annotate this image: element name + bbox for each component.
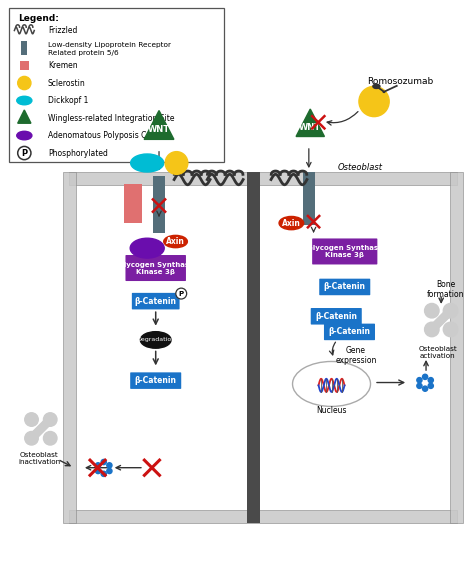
Circle shape — [18, 146, 31, 160]
Polygon shape — [431, 310, 451, 330]
Ellipse shape — [373, 84, 380, 88]
FancyBboxPatch shape — [69, 171, 457, 185]
Circle shape — [425, 322, 439, 337]
Text: Wingless-related Integration Site: Wingless-related Integration Site — [48, 113, 174, 123]
Circle shape — [107, 468, 112, 474]
FancyBboxPatch shape — [450, 171, 464, 523]
Circle shape — [25, 413, 38, 426]
Text: β-Catenin: β-Catenin — [315, 312, 357, 321]
Text: Romosozumab: Romosozumab — [367, 77, 433, 85]
Ellipse shape — [140, 332, 171, 348]
Text: Bone
formation: Bone formation — [427, 279, 465, 299]
Circle shape — [417, 383, 422, 389]
Circle shape — [176, 288, 187, 299]
FancyBboxPatch shape — [63, 171, 76, 523]
Text: Axin: Axin — [166, 237, 185, 246]
Text: Nucleus: Nucleus — [316, 407, 347, 415]
FancyBboxPatch shape — [247, 171, 260, 523]
Circle shape — [95, 468, 100, 474]
FancyBboxPatch shape — [130, 372, 181, 389]
Text: Axin: Axin — [282, 218, 301, 228]
Circle shape — [443, 322, 458, 337]
FancyBboxPatch shape — [312, 238, 377, 264]
Circle shape — [107, 462, 112, 468]
FancyBboxPatch shape — [9, 8, 224, 162]
Circle shape — [44, 432, 57, 445]
Polygon shape — [296, 109, 324, 137]
FancyBboxPatch shape — [21, 41, 27, 55]
Circle shape — [422, 386, 428, 391]
FancyBboxPatch shape — [311, 308, 362, 325]
Text: Legend:: Legend: — [18, 15, 59, 23]
FancyBboxPatch shape — [124, 184, 142, 223]
Ellipse shape — [17, 96, 32, 105]
Text: Glycogen Synthase
Kinase 3β: Glycogen Synthase Kinase 3β — [118, 261, 194, 275]
Text: Gene
expression: Gene expression — [336, 346, 377, 365]
Circle shape — [428, 378, 433, 383]
Circle shape — [428, 383, 433, 389]
Text: Osteoblast: Osteoblast — [337, 163, 383, 173]
Polygon shape — [18, 110, 31, 123]
Text: Related protein 5/6: Related protein 5/6 — [48, 50, 118, 56]
Ellipse shape — [130, 238, 164, 258]
FancyBboxPatch shape — [153, 176, 165, 232]
Text: Sclerostin: Sclerostin — [48, 78, 86, 88]
Text: β-Catenin: β-Catenin — [135, 297, 177, 306]
Text: β-Catenin: β-Catenin — [135, 376, 177, 385]
Circle shape — [101, 460, 106, 465]
FancyBboxPatch shape — [319, 279, 370, 295]
FancyBboxPatch shape — [324, 324, 375, 340]
Text: P: P — [179, 290, 184, 296]
Circle shape — [44, 413, 57, 426]
FancyBboxPatch shape — [126, 255, 186, 281]
FancyBboxPatch shape — [19, 61, 29, 70]
Circle shape — [359, 87, 389, 117]
Text: WNT: WNT — [299, 123, 321, 131]
Circle shape — [25, 432, 38, 445]
Text: Frizzled: Frizzled — [48, 26, 77, 35]
FancyBboxPatch shape — [303, 173, 315, 225]
Text: Degradation: Degradation — [136, 338, 175, 342]
Text: Adenomatous Polyposis Coli: Adenomatous Polyposis Coli — [48, 131, 155, 140]
Circle shape — [443, 303, 458, 318]
Ellipse shape — [164, 235, 187, 248]
Circle shape — [18, 76, 31, 89]
Circle shape — [422, 374, 428, 379]
Circle shape — [165, 152, 188, 174]
Text: Osteoblast
inactivation: Osteoblast inactivation — [18, 451, 61, 465]
Text: Kremen: Kremen — [48, 61, 78, 70]
Text: Dickkopf 1: Dickkopf 1 — [48, 96, 88, 105]
Ellipse shape — [17, 131, 32, 140]
Text: Phosphorylated: Phosphorylated — [48, 149, 108, 157]
Circle shape — [101, 471, 106, 476]
Text: Low-density Lipoprotein Receptor: Low-density Lipoprotein Receptor — [48, 42, 171, 48]
Circle shape — [425, 303, 439, 318]
Text: Osteoblast
activation: Osteoblast activation — [419, 346, 457, 359]
Circle shape — [417, 378, 422, 383]
Text: β-Catenin: β-Catenin — [328, 328, 371, 336]
Ellipse shape — [131, 154, 164, 172]
Circle shape — [95, 462, 100, 468]
Text: β-Catenin: β-Catenin — [324, 282, 366, 292]
Text: Glycogen Synthase
Kinase 3β: Glycogen Synthase Kinase 3β — [307, 245, 383, 258]
Text: P: P — [21, 149, 27, 157]
FancyBboxPatch shape — [69, 510, 457, 523]
FancyBboxPatch shape — [132, 293, 180, 310]
Polygon shape — [31, 419, 51, 439]
Polygon shape — [144, 110, 174, 139]
Text: WNT: WNT — [148, 125, 170, 134]
Ellipse shape — [279, 217, 304, 229]
